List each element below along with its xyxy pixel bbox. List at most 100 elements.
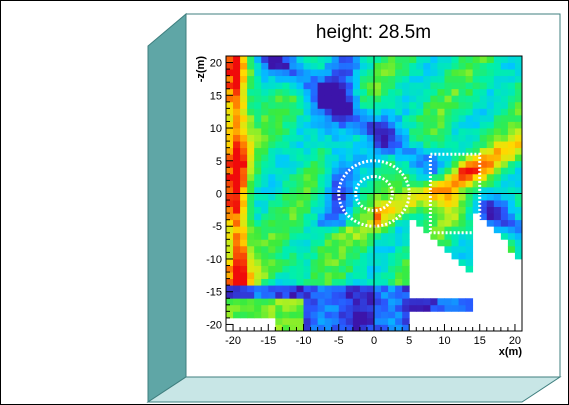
heatmap-cell: [261, 56, 269, 63]
plot-area: -20 -15 -10 -5 0 5 10 15 20-20-15-10-505101520x(…: [195, 55, 523, 358]
heatmap-cell: [486, 128, 495, 135]
heatmap-cell: [388, 121, 396, 129]
heatmap-cell: [352, 285, 361, 293]
heatmap-cell: [507, 245, 516, 253]
heatmap-cell: [289, 134, 297, 142]
heatmap-cell: [366, 141, 375, 149]
heatmap-cell: [226, 101, 234, 109]
heatmap-cell: [289, 252, 297, 260]
heatmap-cell: [374, 141, 382, 149]
heatmap-cell: [324, 160, 333, 168]
heatmap-cell: [338, 173, 347, 181]
heatmap-cell: [289, 56, 297, 63]
heatmap-cell: [409, 193, 417, 201]
heatmap-cell: [338, 134, 347, 142]
heatmap-cell: [331, 173, 340, 181]
heatmap-cell: [423, 88, 431, 96]
heatmap-cell: [275, 200, 283, 207]
heatmap-cell: [226, 206, 234, 214]
heatmap-cell: [472, 95, 481, 103]
heatmap-cell: [317, 304, 326, 312]
heatmap-cell: [317, 154, 326, 162]
heatmap-cell: [240, 62, 248, 70]
heatmap-cell: [374, 285, 382, 293]
heatmap-cell: [324, 278, 333, 286]
heatmap-cell: [500, 173, 509, 181]
heatmap-cell: [254, 278, 262, 286]
heatmap-cell: [303, 317, 311, 325]
heatmap-cell: [395, 186, 403, 194]
heatmap-cell: [317, 317, 326, 325]
heatmap-cell: [416, 141, 424, 149]
heatmap-cell: [395, 56, 403, 63]
heatmap-cell: [366, 62, 375, 70]
heatmap-cell: [240, 180, 248, 188]
heatmap-cell: [359, 213, 368, 221]
heatmap-cell: [310, 173, 319, 181]
heatmap-cell: [317, 206, 326, 214]
heatmap-cell: [331, 154, 340, 162]
heatmap-cell: [317, 167, 326, 175]
heatmap-cell: [423, 147, 431, 155]
heatmap-cell: [507, 226, 516, 234]
heatmap-cell: [423, 160, 431, 168]
heatmap-cell: [402, 193, 410, 201]
heatmap-cell: [472, 88, 481, 96]
heatmap-cell: [331, 56, 340, 63]
heatmap-cell: [374, 324, 382, 332]
heatmap-cell: [500, 95, 509, 103]
heatmap-cell: [261, 226, 269, 234]
heatmap-cell: [437, 304, 445, 312]
heatmap-cell: [423, 141, 431, 149]
heatmap-cell: [423, 226, 431, 234]
heatmap-cell: [275, 291, 283, 299]
heatmap-cell: [296, 206, 304, 214]
heatmap-cell: [345, 56, 354, 63]
heatmap-cell: [409, 167, 417, 175]
heatmap-cell: [282, 69, 290, 77]
heatmap-cell: [388, 160, 396, 168]
heatmap-cell: [451, 167, 459, 175]
heatmap-cell: [352, 95, 361, 103]
heatmap-cell: [409, 69, 417, 77]
heatmap-cell: [338, 245, 347, 253]
heatmap-cell: [282, 180, 290, 188]
heatmap-cell: [465, 101, 474, 109]
heatmap-cell: [254, 121, 262, 129]
heatmap-cell: [395, 252, 403, 260]
heatmap-cell: [324, 200, 333, 207]
heatmap-cell: [275, 219, 283, 227]
heatmap-cell: [268, 265, 276, 273]
heatmap-cell: [437, 154, 445, 162]
heatmap-cell: [430, 134, 438, 142]
heatmap-cell: [345, 304, 354, 312]
heatmap-cell: [303, 62, 311, 70]
heatmap-cell: [345, 82, 354, 90]
heatmap-cell: [247, 245, 255, 253]
heatmap-cell: [465, 200, 474, 207]
heatmap-cell: [381, 258, 389, 266]
heatmap-cell: [493, 101, 502, 109]
heatmap-cell: [486, 213, 495, 221]
heatmap-cell: [303, 219, 311, 227]
heatmap-cell: [381, 200, 389, 207]
heatmap-cell: [374, 82, 382, 90]
heatmap-cell: [247, 252, 255, 260]
heatmap-cell: [458, 121, 467, 129]
heatmap-cell: [289, 186, 297, 194]
heatmap-cell: [331, 304, 340, 312]
heatmap-cell: [254, 186, 262, 194]
heatmap-cell: [289, 167, 297, 175]
heatmap-cell: [275, 245, 283, 253]
heatmap-cell: [338, 324, 347, 332]
heatmap-cell: [261, 186, 269, 194]
heatmap-cell: [240, 258, 248, 266]
heatmap-cell: [324, 128, 333, 135]
heatmap-cell: [416, 173, 424, 181]
heatmap-cell: [282, 173, 290, 181]
heatmap-cell: [395, 82, 403, 90]
heatmap-cell: [289, 114, 297, 122]
heatmap-cell: [374, 134, 382, 142]
chart-title: height: 28.5m: [315, 22, 432, 43]
heatmap-cell: [303, 239, 311, 247]
